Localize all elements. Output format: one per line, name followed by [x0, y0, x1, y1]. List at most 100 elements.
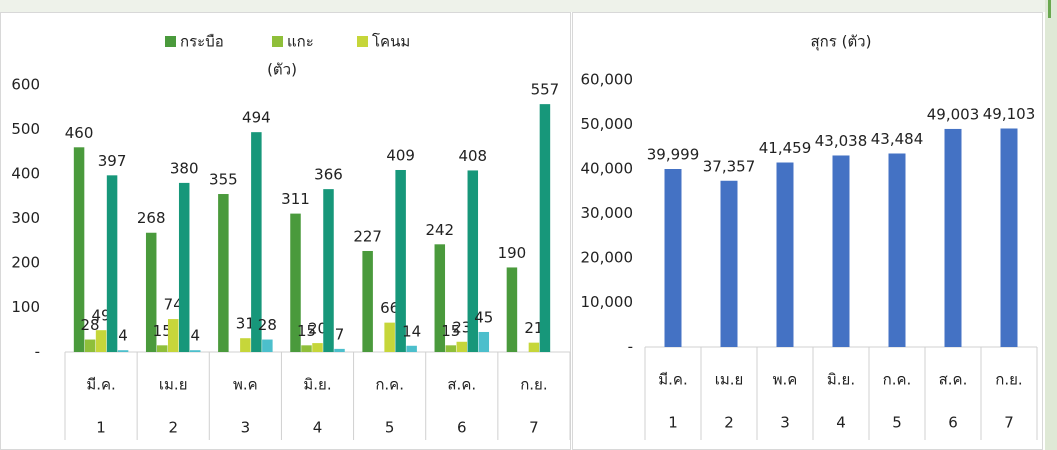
bar — [467, 170, 479, 352]
x-subtick-label: 7 — [529, 419, 539, 437]
data-label: 14 — [402, 322, 421, 340]
bar — [323, 189, 334, 352]
data-label: 43,484 — [871, 130, 924, 148]
data-label: 557 — [531, 81, 560, 99]
x-subtick-label: 2 — [724, 414, 734, 432]
data-label: 20 — [308, 320, 327, 338]
data-label: 355 — [209, 171, 238, 189]
data-label: 409 — [386, 146, 415, 164]
bar — [178, 182, 190, 352]
y-tick-label: 500 — [11, 120, 40, 138]
legend-swatch — [272, 36, 283, 47]
data-label: 311 — [281, 190, 310, 208]
bar — [1000, 128, 1018, 347]
data-label: 39,999 — [647, 146, 700, 164]
bar — [478, 331, 490, 352]
bar — [434, 244, 446, 352]
data-label: 460 — [65, 124, 94, 142]
bar — [888, 153, 906, 347]
x-tick-label: ส.ค. — [447, 376, 476, 394]
legend-label: แกะ — [287, 33, 314, 51]
chart-title: สุกร (ตัว) — [811, 33, 872, 52]
data-label: 4 — [118, 327, 128, 345]
x-subtick-label: 3 — [241, 419, 251, 437]
data-label: 408 — [458, 147, 487, 165]
bar — [301, 345, 312, 352]
data-label: 31 — [236, 315, 255, 333]
x-tick-label: ก.ย. — [995, 371, 1022, 389]
bar — [944, 128, 962, 347]
y-tick-label: 10,000 — [581, 293, 634, 311]
y-tick-label: 600 — [11, 76, 40, 94]
bar — [218, 194, 229, 352]
x-tick-label: ก.ค. — [375, 376, 404, 394]
legend-swatch — [357, 36, 368, 47]
data-label: 15 — [153, 322, 172, 340]
y-tick-label: 50,000 — [581, 115, 634, 133]
data-label: 15 — [441, 322, 460, 340]
legend-label: กระบือ — [180, 33, 224, 51]
legend-label: โคนม — [372, 33, 410, 51]
y-unit-label: (ตัว) — [267, 61, 297, 79]
y-tick-label: 300 — [11, 209, 40, 227]
bar — [720, 180, 738, 347]
data-label: 7 — [335, 325, 345, 343]
x-tick-label: มี.ค. — [86, 376, 115, 394]
y-tick-label: 20,000 — [581, 249, 634, 267]
bar — [117, 350, 129, 352]
data-label: 49,103 — [983, 105, 1036, 123]
data-label: 268 — [137, 209, 166, 227]
bar — [84, 339, 96, 352]
x-tick-label: พ.ค — [773, 371, 798, 389]
bar — [189, 350, 201, 352]
x-subtick-label: 1 — [96, 419, 106, 437]
y-tick-label: 100 — [11, 298, 40, 316]
bar — [456, 341, 468, 352]
top-strip — [0, 0, 1057, 12]
data-label: 28 — [81, 316, 100, 334]
bar — [334, 348, 345, 352]
data-label: 66 — [380, 299, 399, 317]
data-label: 494 — [242, 109, 271, 127]
data-label: 28 — [258, 316, 277, 334]
y-tick-label: - — [628, 338, 633, 356]
bar — [528, 342, 540, 352]
x-subtick-label: 2 — [168, 419, 178, 437]
bar — [251, 132, 262, 352]
legend-swatch — [165, 36, 176, 47]
data-label: 190 — [498, 244, 527, 262]
y-tick-label: 40,000 — [581, 160, 634, 178]
data-label: 49,003 — [927, 105, 980, 123]
bar — [145, 232, 157, 352]
x-tick-label: เม.ย — [715, 371, 744, 389]
data-label: 43,038 — [815, 132, 868, 150]
bar — [262, 339, 273, 352]
x-subtick-label: 3 — [780, 414, 790, 432]
bar — [445, 345, 457, 352]
x-tick-label: เม.ย — [159, 376, 188, 394]
bar — [664, 169, 682, 347]
x-subtick-label: 6 — [948, 414, 958, 432]
data-label: 227 — [353, 227, 382, 245]
bar — [290, 213, 301, 352]
data-label: 366 — [314, 166, 343, 184]
x-tick-label: มิ.ย. — [827, 371, 855, 389]
data-label: 397 — [98, 152, 127, 170]
data-label: 49 — [92, 307, 111, 325]
bar — [156, 345, 168, 352]
x-subtick-label: 4 — [313, 419, 323, 437]
y-tick-label: 30,000 — [581, 204, 634, 222]
bar — [384, 322, 395, 352]
bar — [167, 319, 179, 352]
y-tick-label: 200 — [11, 254, 40, 272]
bar — [539, 104, 551, 352]
data-label: 45 — [474, 308, 493, 326]
edge-strip — [1045, 0, 1057, 450]
x-subtick-label: 7 — [1004, 414, 1014, 432]
data-label: 37,357 — [703, 157, 756, 175]
data-label: 380 — [170, 159, 199, 177]
bar — [362, 250, 373, 352]
bar — [312, 343, 323, 352]
